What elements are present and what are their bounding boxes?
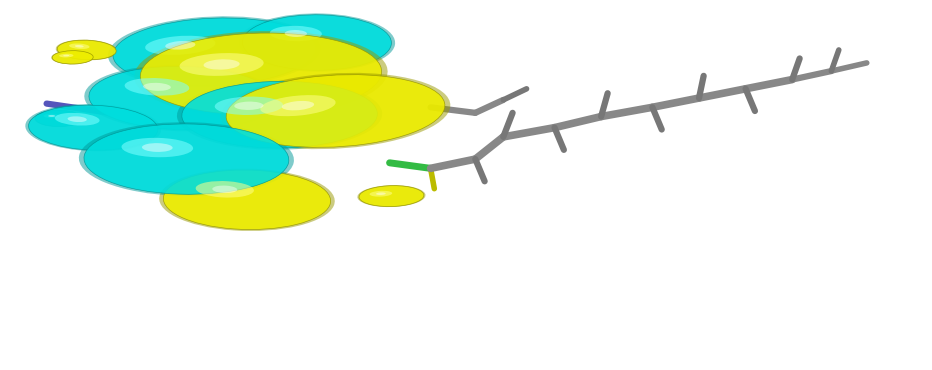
- Ellipse shape: [48, 115, 55, 117]
- Ellipse shape: [52, 51, 93, 64]
- Ellipse shape: [25, 104, 161, 151]
- Ellipse shape: [35, 110, 82, 127]
- Ellipse shape: [359, 186, 424, 206]
- Ellipse shape: [284, 30, 307, 37]
- Ellipse shape: [226, 75, 445, 147]
- Ellipse shape: [63, 55, 69, 56]
- Ellipse shape: [234, 102, 264, 110]
- Ellipse shape: [34, 110, 83, 127]
- Ellipse shape: [281, 101, 314, 110]
- Ellipse shape: [165, 41, 196, 50]
- Ellipse shape: [121, 138, 193, 157]
- Ellipse shape: [260, 95, 336, 116]
- Ellipse shape: [180, 53, 264, 76]
- Ellipse shape: [75, 45, 84, 47]
- Ellipse shape: [134, 31, 388, 117]
- Ellipse shape: [357, 185, 426, 207]
- Ellipse shape: [59, 54, 74, 57]
- Ellipse shape: [182, 81, 377, 148]
- Ellipse shape: [51, 50, 94, 64]
- Ellipse shape: [141, 33, 381, 115]
- Ellipse shape: [239, 13, 395, 72]
- Ellipse shape: [214, 97, 283, 115]
- Ellipse shape: [269, 26, 322, 41]
- Ellipse shape: [79, 122, 294, 196]
- Ellipse shape: [376, 192, 386, 195]
- Ellipse shape: [84, 65, 280, 131]
- Ellipse shape: [163, 170, 331, 229]
- Ellipse shape: [57, 40, 116, 60]
- Ellipse shape: [84, 124, 289, 194]
- Ellipse shape: [69, 43, 89, 49]
- Ellipse shape: [44, 114, 60, 118]
- Ellipse shape: [370, 191, 392, 196]
- Ellipse shape: [56, 40, 117, 60]
- Ellipse shape: [203, 59, 240, 70]
- Ellipse shape: [196, 181, 254, 198]
- Ellipse shape: [89, 67, 275, 130]
- Ellipse shape: [145, 36, 215, 55]
- Ellipse shape: [212, 186, 238, 193]
- Ellipse shape: [159, 169, 335, 231]
- Ellipse shape: [242, 15, 391, 70]
- Ellipse shape: [177, 80, 382, 150]
- Ellipse shape: [144, 83, 171, 91]
- Ellipse shape: [29, 105, 158, 150]
- Ellipse shape: [125, 78, 189, 95]
- Ellipse shape: [142, 143, 172, 152]
- Ellipse shape: [55, 113, 100, 125]
- Ellipse shape: [67, 116, 87, 122]
- Ellipse shape: [221, 73, 450, 149]
- Ellipse shape: [108, 16, 321, 87]
- Ellipse shape: [113, 18, 316, 85]
